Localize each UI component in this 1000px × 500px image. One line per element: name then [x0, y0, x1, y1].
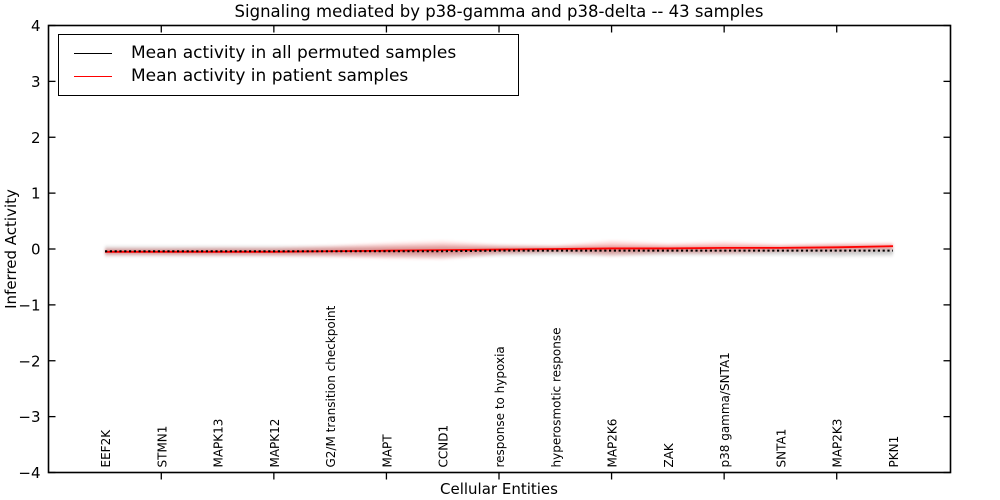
- x-category-label: G2/M transition checkpoint: [324, 305, 338, 467]
- y-tick-labels: −4 −3 −2 −1 0 1 2 3 4: [18, 17, 40, 482]
- chart-title: Signaling mediated by p38-gamma and p38-…: [235, 2, 764, 21]
- axis-ticks: [48, 24, 951, 480]
- permuted-mean-line: [105, 249, 893, 253]
- legend-item-permuted: Mean activity in all permuted samples: [59, 42, 518, 63]
- y-tick-label: −3: [18, 408, 40, 426]
- x-category-label: STMN1: [155, 426, 169, 468]
- y-tick-label: 2: [31, 129, 41, 147]
- x-category-label: CCND1: [437, 425, 451, 468]
- y-tick-label: −1: [18, 296, 40, 314]
- x-category-labels: EEF2K STMN1 MAPK13 MAPK12 G2/M transition ch…: [99, 305, 901, 467]
- y-tick-label: 0: [31, 241, 41, 259]
- x-category-label: p38 gamma/SNTA1: [718, 352, 732, 467]
- x-category-label: MAP2K3: [831, 419, 845, 468]
- x-category-label: ZAK: [662, 442, 676, 467]
- x-axis-label: Cellular Entities: [440, 480, 558, 498]
- x-category-label: PKN1: [887, 436, 901, 468]
- patient-line-swatch-icon: [74, 76, 112, 78]
- x-category-label: MAPK13: [212, 419, 226, 468]
- y-tick-label: 3: [31, 73, 41, 91]
- y-tick-label: −4: [18, 464, 40, 482]
- x-category-label: MAPK12: [268, 419, 282, 468]
- legend: Mean activity in all permuted samples Me…: [58, 34, 519, 96]
- y-tick-label: −2: [18, 352, 40, 370]
- x-category-label: MAP2K6: [606, 419, 620, 468]
- permuted-line-swatch-icon: [74, 52, 112, 54]
- legend-label-permuted: Mean activity in all permuted samples: [131, 42, 457, 63]
- legend-label-patient: Mean activity in patient samples: [131, 66, 409, 87]
- x-category-label: hyperosmotic response: [549, 328, 563, 468]
- y-tick-label: 1: [31, 185, 41, 203]
- y-tick-label: 4: [31, 17, 41, 35]
- x-category-label: EEF2K: [99, 429, 113, 468]
- x-category-label: MAPT: [380, 434, 394, 468]
- series-lines: [105, 245, 894, 253]
- x-category-label: SNTA1: [774, 429, 788, 468]
- x-category-label: response to hypoxia: [493, 346, 507, 467]
- legend-item-patient: Mean activity in patient samples: [59, 68, 518, 85]
- y-axis-label: Inferred Activity: [2, 189, 20, 309]
